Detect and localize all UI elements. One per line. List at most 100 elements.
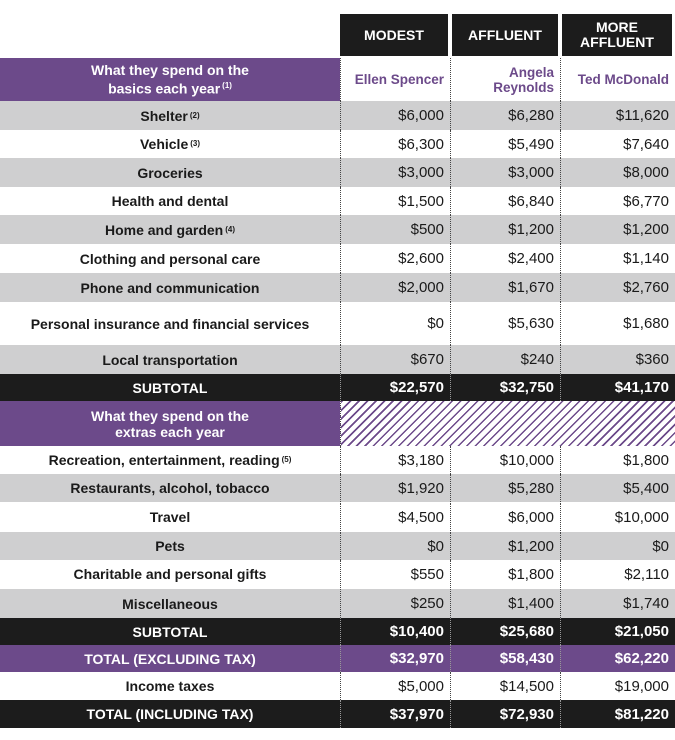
- hatched-area: [340, 401, 675, 446]
- value-cell: $1,670: [450, 273, 560, 302]
- value-cell: $670: [340, 345, 450, 374]
- row-label: Miscellaneous: [0, 589, 340, 618]
- value-cell: $3,180: [340, 446, 450, 474]
- total-including-tax-row: TOTAL (INCLUDING TAX) $37,970 $72,930 $81,2…: [0, 700, 675, 728]
- value-cell: $1,920: [340, 474, 450, 502]
- value-cell: $6,000: [450, 503, 560, 531]
- value-cell: $1,140: [560, 244, 675, 273]
- value-cell: $0: [560, 532, 675, 560]
- table-row: Restaurants, alcohol, tobacco $1,920 $5,28…: [0, 474, 675, 502]
- value-cell: $6,280: [450, 101, 560, 130]
- row-label: Vehicle (3): [0, 130, 340, 158]
- row-label: SUBTOTAL: [0, 618, 340, 645]
- value-cell: $550: [340, 560, 450, 588]
- value-cell: $240: [450, 345, 560, 374]
- row-label-text: Personal insurance and financial service…: [30, 315, 310, 332]
- row-label-text: Clothing and personal care: [79, 250, 261, 267]
- value-cell: $21,050: [560, 618, 675, 645]
- value-cell: $81,220: [560, 700, 675, 728]
- row-label: Restaurants, alcohol, tobacco: [0, 474, 340, 502]
- value-cell: $4,500: [340, 503, 450, 531]
- value-cell: $360: [560, 345, 675, 374]
- value-cell: $37,970: [340, 700, 450, 728]
- value-cell: $1,400: [450, 589, 560, 618]
- column-header-affluent: AFFLUENT: [452, 14, 558, 56]
- row-label: Groceries: [0, 158, 340, 187]
- value-cell: $6,840: [450, 187, 560, 215]
- table-row: Health and dental $1,500 $6,840 $6,770: [0, 187, 675, 215]
- value-cell: $2,760: [560, 273, 675, 302]
- value-cell: $0: [340, 302, 450, 345]
- row-label: Recreation, entertainment, reading (5): [0, 446, 340, 474]
- section-title-text: What they spend on the extras each year: [91, 407, 249, 440]
- value-cell: $22,570: [340, 374, 450, 401]
- value-cell: $5,400: [560, 474, 675, 502]
- subtotal-row: SUBTOTAL $10,400 $25,680 $21,050: [0, 618, 675, 645]
- table-row: Travel $4,500 $6,000 $10,000: [0, 503, 675, 531]
- value-cell: $10,000: [450, 446, 560, 474]
- value-cell: $72,930: [450, 700, 560, 728]
- row-label: Shelter (2): [0, 101, 340, 130]
- table-row: Clothing and personal care $2,600 $2,400 $1…: [0, 244, 675, 273]
- row-label: SUBTOTAL: [0, 374, 340, 401]
- value-cell: $6,300: [340, 130, 450, 158]
- row-label-text: Shelter: [140, 107, 188, 124]
- row-label-text: Health and dental: [111, 193, 229, 209]
- person-name: Ted McDonald: [560, 58, 675, 101]
- table-row: Miscellaneous $250 $1,400 $1,740: [0, 589, 675, 618]
- table-row: Groceries $3,000 $3,000 $8,000: [0, 158, 675, 187]
- row-label: Clothing and personal care: [0, 244, 340, 273]
- income-taxes-row: Income taxes $5,000 $14,500 $19,000: [0, 672, 675, 700]
- value-cell: $10,400: [340, 618, 450, 645]
- row-label: Charitable and personal gifts: [0, 560, 340, 588]
- value-cell: $250: [340, 589, 450, 618]
- value-cell: $10,000: [560, 503, 675, 531]
- section-title: What they spend on the extras each year: [0, 401, 340, 446]
- total-excluding-tax-row: TOTAL (EXCLUDING TAX) $32,970 $58,430 $62,2…: [0, 645, 675, 672]
- row-label: Personal insurance and financial service…: [0, 302, 340, 345]
- table-row: Shelter (2) $6,000 $6,280 $11,620: [0, 101, 675, 130]
- row-label-text: Miscellaneous: [122, 595, 218, 612]
- row-label-text: SUBTOTAL: [132, 379, 208, 396]
- row-label-text: Travel: [149, 509, 191, 525]
- value-cell: $8,000: [560, 158, 675, 187]
- row-label-text: SUBTOTAL: [132, 623, 208, 640]
- value-cell: $1,200: [450, 215, 560, 244]
- row-label-text: TOTAL (EXCLUDING TAX): [84, 650, 256, 667]
- value-cell: $2,400: [450, 244, 560, 273]
- value-cell: $2,600: [340, 244, 450, 273]
- table-row: Personal insurance and financial service…: [0, 302, 675, 345]
- row-label-text: Groceries: [137, 164, 203, 181]
- value-cell: $19,000: [560, 672, 675, 700]
- value-cell: $3,000: [450, 158, 560, 187]
- footnote-mark: (4): [225, 224, 236, 234]
- value-cell: $3,000: [340, 158, 450, 187]
- row-label: Travel: [0, 503, 340, 531]
- row-label-text: Recreation, entertainment, reading: [48, 452, 280, 468]
- row-label: TOTAL (EXCLUDING TAX): [0, 645, 340, 672]
- value-cell: $6,770: [560, 187, 675, 215]
- row-label-text: Income taxes: [125, 678, 215, 694]
- table-row: Phone and communication $2,000 $1,670 $2,76…: [0, 273, 675, 302]
- value-cell: $1,200: [450, 532, 560, 560]
- value-cell: $1,680: [560, 302, 675, 345]
- row-label-text: Phone and communication: [80, 279, 260, 296]
- footnote-mark: (5): [281, 455, 292, 464]
- table-row: Charitable and personal gifts $550 $1,800 $…: [0, 560, 675, 588]
- row-label: Local transportation: [0, 345, 340, 374]
- value-cell: $5,630: [450, 302, 560, 345]
- person-name: Ellen Spencer: [340, 58, 450, 101]
- value-cell: $7,640: [560, 130, 675, 158]
- row-label: Phone and communication: [0, 273, 340, 302]
- value-cell: $1,500: [340, 187, 450, 215]
- row-label: TOTAL (INCLUDING TAX): [0, 700, 340, 728]
- section-header-row: What they spend on the basics each year(…: [0, 58, 675, 101]
- section-header-row: What they spend on the extras each year: [0, 401, 675, 446]
- row-label-text: Charitable and personal gifts: [73, 566, 267, 582]
- value-cell: $5,000: [340, 672, 450, 700]
- row-label-text: Local transportation: [102, 351, 238, 368]
- section-title-text: What they spend on the basics each year(…: [91, 62, 249, 97]
- value-cell: $1,740: [560, 589, 675, 618]
- value-cell: $2,000: [340, 273, 450, 302]
- footnote-mark: (3): [190, 139, 201, 148]
